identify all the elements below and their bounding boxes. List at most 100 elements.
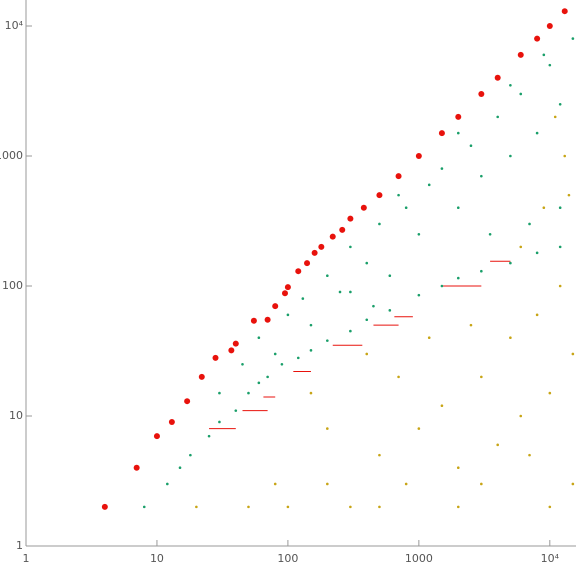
point (295, 268, 302, 275)
point (228, 347, 235, 354)
point (440, 404, 444, 408)
point (273, 482, 277, 486)
point (440, 167, 444, 170)
point (326, 482, 329, 486)
point (241, 362, 244, 366)
point (438, 130, 445, 137)
point (542, 53, 546, 57)
point (273, 352, 277, 356)
point (349, 329, 352, 333)
point (397, 375, 400, 379)
point (178, 466, 182, 470)
point (372, 304, 375, 308)
point (469, 323, 473, 327)
point (250, 317, 257, 324)
point (266, 375, 269, 379)
point (329, 233, 336, 240)
point (534, 35, 541, 42)
point (480, 375, 483, 379)
point (198, 373, 205, 380)
point (388, 309, 392, 312)
point (456, 276, 460, 280)
point (496, 443, 499, 447)
point (417, 427, 421, 430)
point (133, 464, 140, 471)
point (326, 339, 329, 342)
point (349, 290, 352, 294)
point (207, 434, 211, 438)
point (509, 261, 512, 265)
point (257, 381, 261, 385)
point (153, 433, 160, 440)
point (509, 154, 512, 158)
x-tick-label: 1 (23, 552, 30, 565)
x-tick-label: 100 (277, 552, 298, 565)
point (571, 482, 575, 486)
point (488, 232, 492, 236)
point (286, 313, 290, 317)
point (309, 349, 313, 352)
point (338, 290, 342, 294)
point (189, 453, 192, 457)
point (281, 290, 288, 297)
point (272, 303, 279, 310)
point (365, 352, 369, 356)
y-tick-label: 1 (16, 539, 23, 552)
point (168, 418, 175, 425)
point (339, 226, 346, 233)
point (528, 222, 531, 226)
point (218, 420, 221, 424)
point (548, 63, 552, 67)
point (142, 505, 146, 509)
point (496, 115, 499, 119)
point (519, 92, 523, 96)
point (480, 269, 483, 273)
point (455, 113, 462, 120)
x-tick-label: 1000 (405, 552, 433, 565)
point (101, 503, 108, 510)
point (558, 284, 562, 288)
point (517, 51, 524, 58)
point (548, 391, 552, 395)
point (166, 482, 169, 486)
point (456, 206, 460, 210)
point (326, 427, 329, 430)
point (427, 183, 431, 187)
y-tick-label: 10 (9, 409, 23, 422)
point (218, 391, 221, 395)
point (427, 336, 431, 340)
x-tick-label: 10 (150, 552, 164, 565)
point (304, 260, 311, 267)
point (284, 284, 291, 291)
point (456, 466, 460, 470)
point (257, 336, 261, 340)
point (417, 232, 421, 236)
point (509, 83, 512, 87)
point (349, 505, 352, 509)
point (212, 354, 219, 361)
point (286, 505, 290, 509)
point (546, 23, 553, 30)
point (404, 206, 408, 210)
point (349, 245, 352, 249)
point (296, 356, 300, 360)
point (553, 115, 557, 119)
point (561, 8, 568, 15)
x-tick-label: 10⁴ (541, 552, 560, 565)
point (519, 245, 523, 249)
point (480, 174, 483, 178)
point (535, 313, 539, 317)
point (247, 505, 250, 509)
point (558, 245, 562, 249)
point (567, 193, 571, 197)
point (542, 206, 546, 210)
point (378, 222, 381, 226)
point (469, 144, 473, 148)
point (415, 153, 422, 160)
point (494, 74, 501, 81)
point (184, 398, 191, 405)
point (535, 251, 539, 255)
point (571, 352, 575, 356)
y-tick-label: 100 (2, 279, 23, 292)
point (563, 154, 567, 158)
